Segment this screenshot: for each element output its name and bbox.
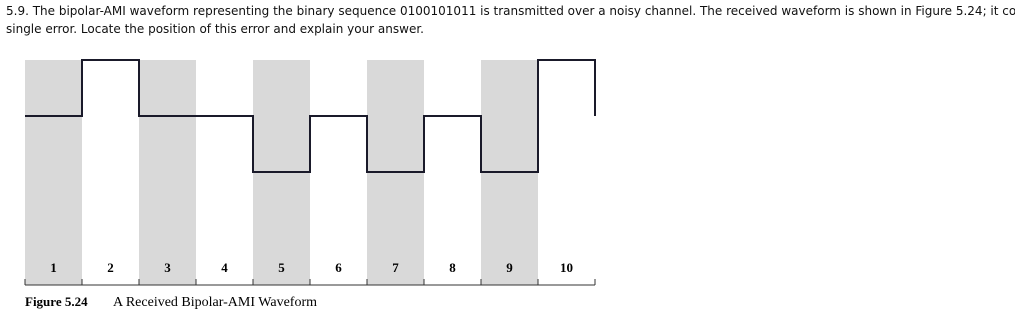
bit-label: 4 bbox=[221, 260, 228, 275]
bit-label: 2 bbox=[107, 260, 114, 275]
bit-label: 7 bbox=[392, 260, 399, 275]
time-axis bbox=[24, 279, 596, 286]
bit-label: 3 bbox=[164, 260, 171, 275]
bit-label: 9 bbox=[506, 260, 513, 275]
question-line: single error. Locate the position of thi… bbox=[6, 22, 424, 36]
caption-text: A Received Bipolar-AMI Waveform bbox=[113, 295, 317, 310]
bit-label: 8 bbox=[449, 260, 456, 275]
bit-label: 10 bbox=[560, 260, 573, 275]
bit-label: 1 bbox=[50, 260, 57, 275]
waveform bbox=[25, 59, 596, 173]
bit-label: 5 bbox=[278, 260, 285, 275]
bit-label: 6 bbox=[335, 260, 342, 275]
caption-number: Figure 5.24 bbox=[25, 294, 88, 309]
question-line: 5.9. The bipolar-AMI waveform representi… bbox=[6, 4, 1015, 18]
